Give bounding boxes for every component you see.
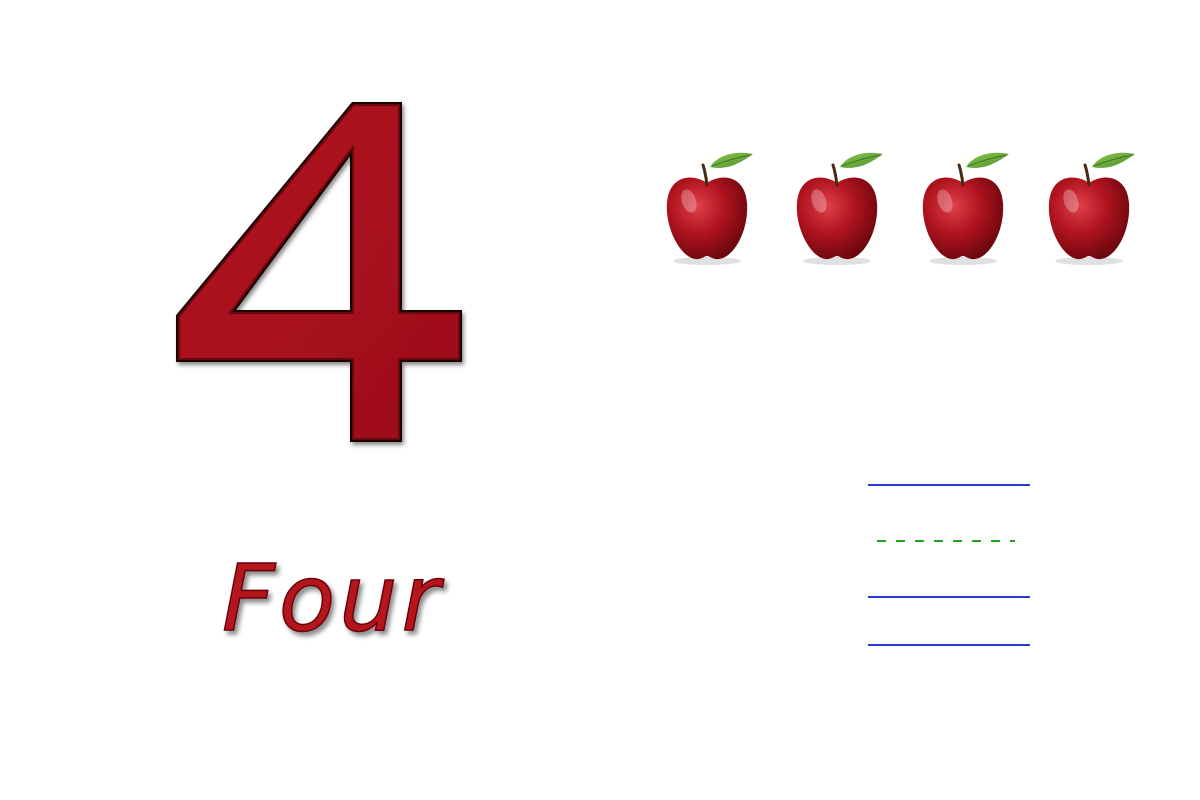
apple-counting-row: [655, 145, 1175, 270]
apple-icon: [1037, 145, 1147, 270]
number-word: Four: [218, 530, 538, 660]
handwriting-guide-lines: [865, 470, 1035, 660]
number-word-graphic: Four: [221, 544, 445, 653]
numeral-graphic: [176, 102, 462, 442]
number-word-text: Four: [222, 545, 445, 652]
numeral-four: [160, 90, 480, 460]
guide-lines-graphic: [868, 484, 1030, 646]
apple-icon: [785, 145, 895, 270]
apple-icon: [911, 145, 1021, 270]
apple-icon: [655, 145, 765, 270]
